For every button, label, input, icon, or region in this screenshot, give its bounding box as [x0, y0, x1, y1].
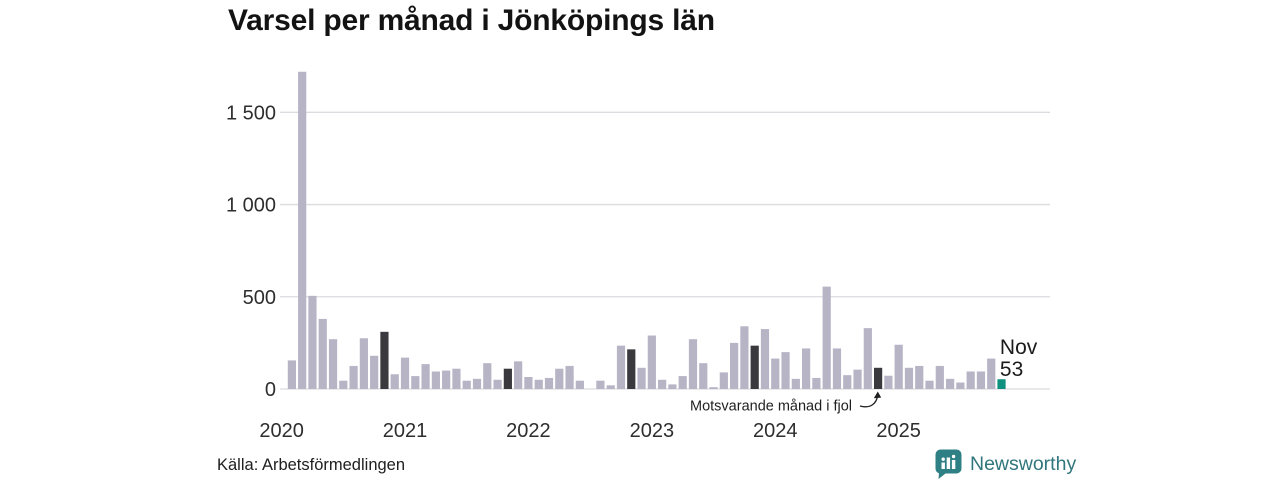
bar — [493, 379, 502, 389]
y-axis-tick-label: 500 — [243, 287, 276, 309]
bar — [472, 378, 482, 389]
bar — [781, 352, 790, 389]
x-axis-year-label: 2020 — [259, 420, 304, 442]
x-axis-year-label: 2024 — [753, 420, 798, 442]
bar — [565, 365, 574, 389]
bar — [658, 379, 667, 389]
bar — [750, 345, 759, 389]
bar — [678, 376, 687, 389]
chart-title: Varsel per månad i Jönköpings län — [228, 4, 715, 37]
bar — [915, 365, 924, 389]
bar — [534, 379, 543, 389]
bar — [503, 368, 512, 389]
bar — [298, 71, 307, 389]
bar — [411, 376, 420, 389]
newsworthy-brand-text: Newsworthy — [970, 452, 1077, 475]
bar — [544, 377, 554, 389]
bar — [370, 355, 379, 389]
y-axis-tick-label: 1 500 — [226, 102, 276, 124]
bar — [822, 286, 831, 389]
bar — [380, 331, 389, 389]
bar — [596, 380, 605, 389]
bar — [843, 375, 852, 389]
bar — [524, 377, 533, 389]
bar — [771, 358, 780, 389]
bar — [730, 342, 739, 389]
bar — [740, 326, 749, 389]
bar — [832, 348, 842, 389]
bar — [874, 367, 883, 389]
x-axis-year-label: 2022 — [506, 420, 551, 442]
bar — [976, 371, 986, 389]
bar — [483, 363, 492, 389]
bar — [945, 378, 955, 389]
highlight-month-label: Nov — [1000, 336, 1038, 359]
bar — [349, 365, 358, 389]
bar — [575, 380, 584, 389]
y-axis-tick-label: 0 — [265, 379, 276, 401]
bar — [668, 384, 677, 389]
bar — [966, 371, 975, 389]
bar — [853, 369, 862, 389]
bar — [812, 377, 821, 389]
bar — [904, 367, 914, 389]
annotation-text: Motsvarande månad i fjol — [690, 399, 852, 415]
bar — [514, 361, 523, 389]
y-axis-tick-label: 1 000 — [226, 195, 276, 217]
bar — [308, 295, 317, 389]
bar — [894, 344, 903, 389]
annotation-arrowhead — [873, 391, 882, 399]
bar — [884, 375, 893, 389]
bar — [637, 367, 646, 389]
bar — [339, 380, 348, 389]
source-text: Källa: Arbetsförmedlingen — [217, 456, 406, 474]
x-axis-year-label: 2021 — [383, 420, 428, 442]
bar — [647, 335, 656, 389]
bar — [863, 328, 872, 389]
bar — [421, 364, 430, 389]
bar — [719, 372, 728, 389]
bar — [709, 387, 718, 389]
x-axis-year-label: 2023 — [630, 420, 675, 442]
bar — [431, 371, 440, 389]
bar — [935, 365, 944, 389]
bar — [699, 363, 708, 389]
newsworthy-logo-link[interactable]: Newsworthy — [935, 449, 1076, 479]
bar — [555, 368, 564, 389]
bar — [606, 385, 615, 389]
bar — [462, 380, 471, 389]
bar — [616, 345, 626, 389]
bar — [287, 360, 296, 389]
bar — [442, 370, 451, 389]
bar — [318, 318, 327, 389]
highlight-value-label: 53 — [1000, 358, 1023, 381]
bar — [987, 358, 996, 389]
bar — [760, 329, 770, 389]
bar — [359, 338, 368, 389]
newsworthy-logo-icon — [935, 449, 962, 479]
bar — [328, 339, 338, 389]
bar — [452, 368, 461, 389]
bar — [802, 348, 811, 389]
bar — [688, 339, 698, 389]
bar — [400, 357, 410, 389]
bar — [390, 374, 399, 389]
bar — [925, 380, 934, 389]
bar — [956, 382, 965, 389]
bar — [627, 349, 636, 389]
x-axis-year-label: 2025 — [876, 420, 921, 442]
bar — [997, 379, 1006, 389]
bar — [791, 378, 800, 389]
